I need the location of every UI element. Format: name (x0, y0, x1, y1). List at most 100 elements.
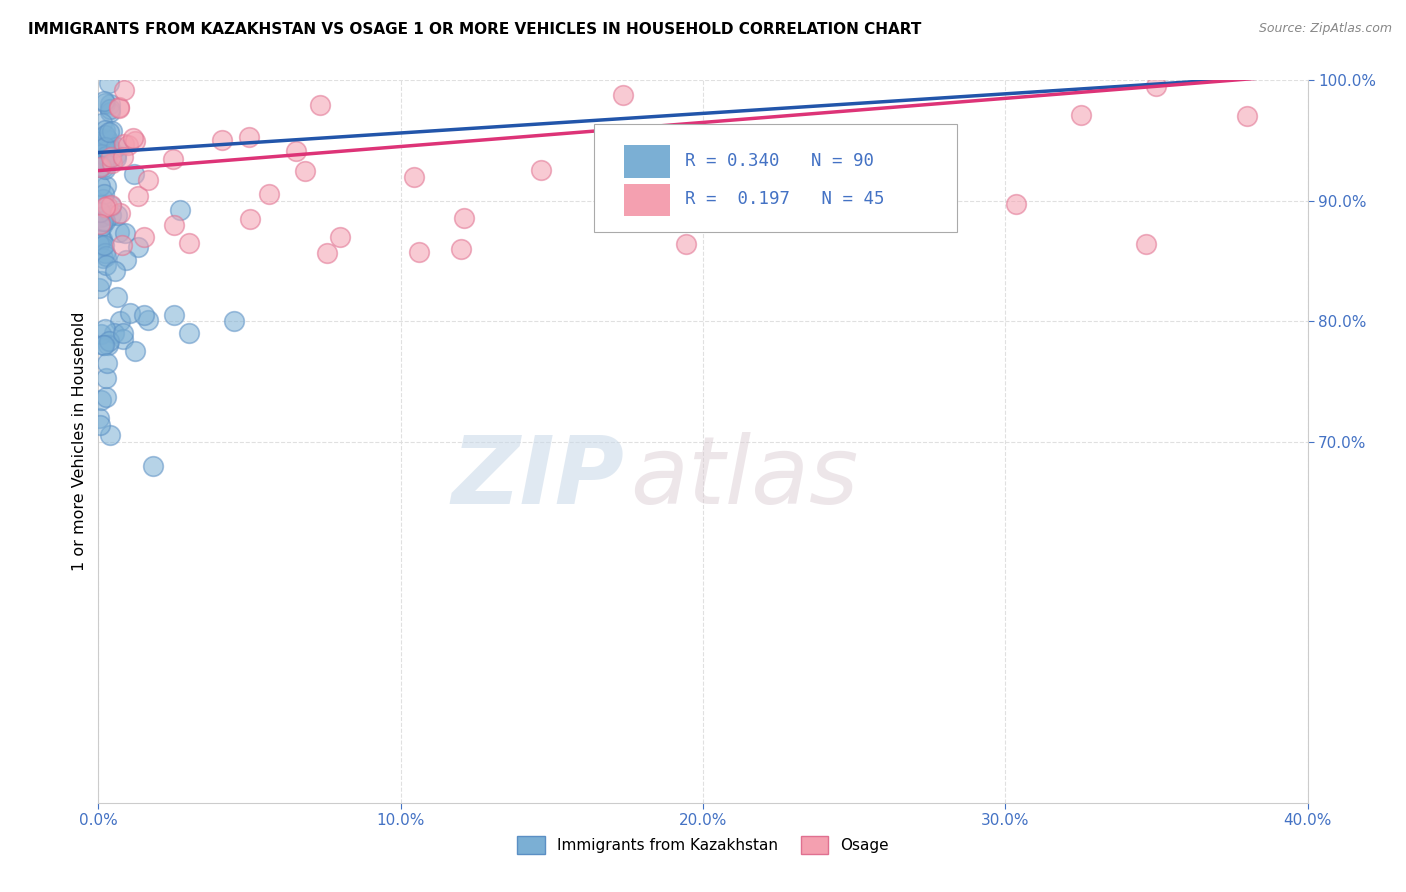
Point (105, 139, 128, 153)
Point (96, 132, 118, 146)
Point (108, 101, 131, 115)
Point (93, 140, 115, 154)
Point (89, 205, 111, 219)
Point (97, 334, 120, 348)
Point (316, 246, 339, 260)
Point (94, 149, 117, 163)
Point (105, 290, 128, 304)
Point (98, 104, 121, 119)
Point (100, 150, 122, 164)
Point (1146, 79, 1168, 94)
Point (132, 308, 155, 322)
Point (93, 153, 115, 168)
Point (87, 155, 110, 169)
Point (224, 314, 246, 328)
Point (89, 131, 111, 145)
Point (94, 390, 117, 404)
Point (97, 76, 120, 90)
Point (94, 161, 117, 176)
Point (110, 206, 132, 220)
Point (617, 211, 640, 225)
Point (93, 128, 115, 143)
Point (90, 233, 112, 247)
Point (117, 138, 139, 153)
Point (89, 160, 111, 174)
Point (93, 154, 115, 169)
Point (122, 167, 145, 181)
Point (91, 192, 114, 206)
Point (111, 326, 134, 341)
Point (89, 410, 111, 425)
Point (259, 187, 281, 202)
Point (285, 145, 308, 159)
Text: ZIP: ZIP (451, 432, 624, 524)
Point (93, 160, 115, 174)
Point (93, 186, 115, 201)
Point (612, 88, 634, 103)
Point (127, 240, 149, 254)
Point (87, 281, 110, 295)
Point (1236, 109, 1258, 123)
Text: atlas: atlas (630, 432, 859, 524)
Point (90, 274, 112, 288)
Point (91, 214, 114, 228)
Point (111, 150, 134, 164)
Point (94, 321, 117, 335)
Point (404, 170, 426, 185)
Text: R =  0.197   N = 45: R = 0.197 N = 45 (685, 191, 884, 209)
Point (138, 172, 160, 186)
Point (211, 133, 233, 147)
Point (136, 313, 159, 327)
Point (94, 258, 117, 272)
Point (94, 213, 117, 227)
Point (89, 217, 111, 231)
Point (179, 326, 201, 341)
Point (91, 143, 114, 157)
Point (91, 239, 114, 253)
Point (90, 159, 112, 173)
Point (90, 210, 112, 224)
Point (89, 418, 111, 433)
Point (100, 199, 122, 213)
Point (93, 238, 115, 252)
Point (239, 211, 262, 226)
Point (169, 202, 191, 217)
FancyBboxPatch shape (595, 124, 957, 232)
Point (98, 102, 121, 116)
Point (105, 208, 128, 222)
Point (114, 227, 136, 241)
Point (163, 218, 186, 232)
Point (1070, 108, 1092, 122)
Y-axis label: 1 or more Vehicles in Household: 1 or more Vehicles in Household (72, 312, 87, 571)
Point (96, 356, 118, 370)
Legend: Immigrants from Kazakhstan, Osage: Immigrants from Kazakhstan, Osage (510, 830, 896, 860)
Point (96, 199, 118, 213)
Point (308, 98, 330, 112)
Point (93, 200, 115, 214)
Point (132, 229, 155, 244)
Point (98, 141, 121, 155)
Point (294, 164, 316, 178)
Point (89, 178, 111, 193)
Text: R = 0.340   N = 90: R = 0.340 N = 90 (685, 153, 875, 170)
Point (94, 178, 117, 193)
Point (93, 338, 115, 352)
Point (162, 152, 184, 166)
Point (408, 245, 430, 260)
Point (96, 133, 118, 147)
Point (124, 134, 146, 148)
Point (179, 235, 201, 250)
Point (108, 313, 131, 327)
Point (93, 145, 115, 159)
Text: Source: ZipAtlas.com: Source: ZipAtlas.com (1258, 22, 1392, 36)
Point (120, 306, 142, 320)
Point (90, 393, 112, 408)
Point (98, 141, 121, 155)
Point (163, 308, 186, 322)
Point (111, 237, 134, 252)
Text: IMMIGRANTS FROM KAZAKHSTAN VS OSAGE 1 OR MORE VEHICLES IN HOUSEHOLD CORRELATION : IMMIGRANTS FROM KAZAKHSTAN VS OSAGE 1 OR… (28, 22, 921, 37)
Point (142, 458, 165, 473)
Point (98, 125, 121, 139)
Point (98, 97, 121, 112)
Point (329, 229, 352, 244)
